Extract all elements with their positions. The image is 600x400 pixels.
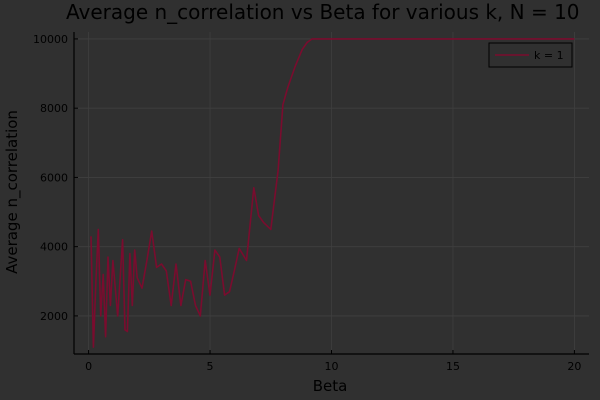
x-tick-label: 15: [446, 360, 460, 373]
x-axis-label: Beta: [313, 377, 348, 395]
y-tick-label: 6000: [40, 171, 68, 184]
x-tick-label: 0: [85, 360, 92, 373]
series-group: [90, 38, 575, 348]
y-axis-label: Average n_correlation: [3, 110, 22, 274]
ticks: 0 5 10 15 20 2000 4000 6000 8000 10000: [33, 33, 581, 373]
y-tick-label: 2000: [40, 310, 68, 323]
x-tick-label: 10: [325, 360, 339, 373]
x-tick-label: 5: [207, 360, 214, 373]
series-line-1: [90, 38, 575, 348]
y-tick-label: 10000: [33, 33, 68, 46]
x-tick-label: 20: [567, 360, 581, 373]
y-tick-label: 4000: [40, 241, 68, 254]
legend-label: k = 1: [534, 49, 564, 62]
y-tick-label: 8000: [40, 102, 68, 115]
chart-title: Average n_correlation vs Beta for variou…: [66, 0, 580, 24]
legend: k = 1: [488, 42, 573, 68]
